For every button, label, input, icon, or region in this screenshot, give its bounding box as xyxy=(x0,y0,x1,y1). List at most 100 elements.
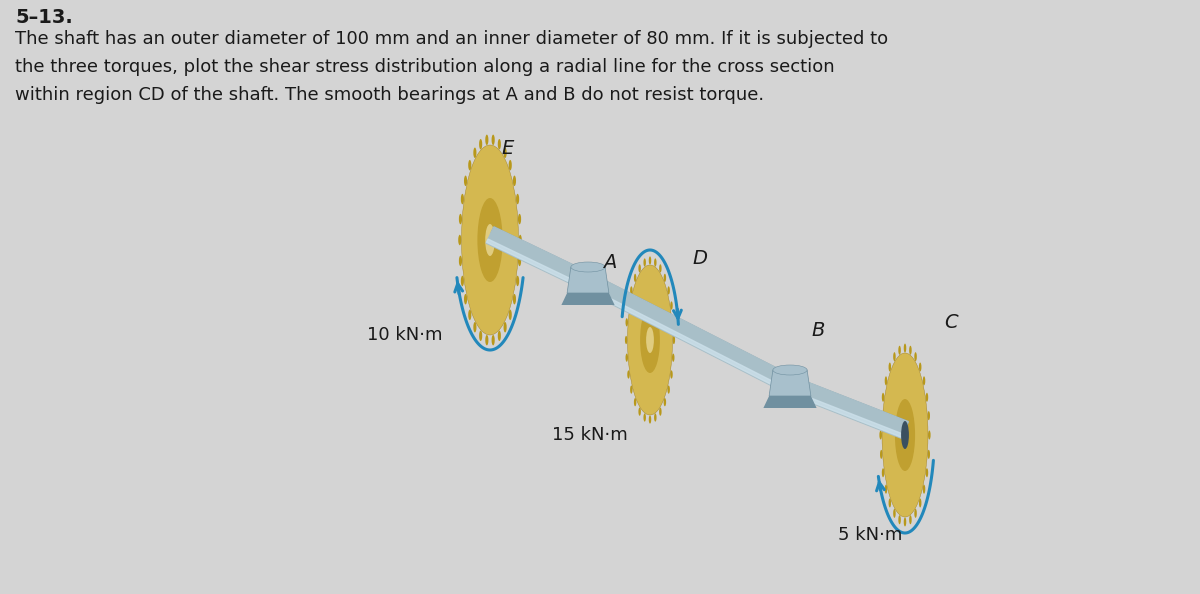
Ellipse shape xyxy=(773,365,808,375)
Ellipse shape xyxy=(512,294,516,304)
Ellipse shape xyxy=(904,517,906,526)
Ellipse shape xyxy=(925,393,928,402)
Text: C: C xyxy=(944,314,958,333)
Ellipse shape xyxy=(628,265,672,415)
Text: B: B xyxy=(811,321,824,340)
Polygon shape xyxy=(486,227,594,291)
Ellipse shape xyxy=(899,515,901,525)
Ellipse shape xyxy=(479,139,482,150)
Text: 5 kN·m: 5 kN·m xyxy=(838,526,902,544)
Ellipse shape xyxy=(928,411,930,420)
Polygon shape xyxy=(562,293,614,305)
Ellipse shape xyxy=(659,407,661,416)
Ellipse shape xyxy=(919,362,922,372)
Ellipse shape xyxy=(504,322,506,333)
Ellipse shape xyxy=(485,135,488,145)
Text: within region CD of the shaft. The smooth bearings at A and B do not resist torq: within region CD of the shaft. The smoot… xyxy=(14,86,764,104)
Ellipse shape xyxy=(462,145,518,335)
Polygon shape xyxy=(486,239,588,290)
Ellipse shape xyxy=(473,147,476,158)
Polygon shape xyxy=(787,389,904,438)
Polygon shape xyxy=(787,377,908,438)
Ellipse shape xyxy=(504,147,506,158)
Polygon shape xyxy=(592,275,794,383)
Ellipse shape xyxy=(461,194,464,204)
Text: the three torques, plot the shear stress distribution along a radial line for th: the three torques, plot the shear stress… xyxy=(14,58,835,76)
Ellipse shape xyxy=(492,335,494,345)
Ellipse shape xyxy=(671,371,673,378)
Ellipse shape xyxy=(673,336,676,344)
Ellipse shape xyxy=(893,352,895,361)
Ellipse shape xyxy=(638,264,641,273)
Ellipse shape xyxy=(571,262,605,272)
Ellipse shape xyxy=(882,353,928,517)
Ellipse shape xyxy=(630,386,632,394)
Ellipse shape xyxy=(884,485,887,494)
Ellipse shape xyxy=(634,274,636,282)
Ellipse shape xyxy=(625,336,628,344)
Ellipse shape xyxy=(509,309,511,320)
Polygon shape xyxy=(791,377,908,428)
Ellipse shape xyxy=(899,346,901,355)
Ellipse shape xyxy=(485,224,494,256)
Ellipse shape xyxy=(643,413,646,422)
Ellipse shape xyxy=(516,194,520,204)
Ellipse shape xyxy=(479,330,482,341)
Ellipse shape xyxy=(667,386,670,394)
Ellipse shape xyxy=(464,294,467,304)
Text: E: E xyxy=(502,138,514,157)
Ellipse shape xyxy=(628,301,630,309)
Ellipse shape xyxy=(923,376,925,386)
Ellipse shape xyxy=(910,346,912,355)
Ellipse shape xyxy=(464,176,467,186)
Ellipse shape xyxy=(888,362,892,372)
Ellipse shape xyxy=(928,431,931,440)
Ellipse shape xyxy=(904,343,906,353)
Ellipse shape xyxy=(461,276,464,286)
Ellipse shape xyxy=(498,330,500,341)
Ellipse shape xyxy=(928,450,930,459)
Ellipse shape xyxy=(509,160,511,170)
Text: 5–13.: 5–13. xyxy=(14,8,73,27)
Ellipse shape xyxy=(895,399,916,471)
Ellipse shape xyxy=(667,286,670,295)
Ellipse shape xyxy=(893,509,895,518)
Ellipse shape xyxy=(654,413,656,422)
Ellipse shape xyxy=(925,468,928,477)
Ellipse shape xyxy=(518,235,522,245)
Ellipse shape xyxy=(518,255,521,266)
Ellipse shape xyxy=(646,327,654,353)
Ellipse shape xyxy=(882,393,884,402)
Ellipse shape xyxy=(512,176,516,186)
Ellipse shape xyxy=(638,407,641,416)
Ellipse shape xyxy=(458,214,462,225)
Polygon shape xyxy=(491,227,594,280)
Polygon shape xyxy=(769,370,811,396)
Text: A: A xyxy=(604,254,617,273)
Ellipse shape xyxy=(880,450,882,459)
Ellipse shape xyxy=(671,301,673,309)
Ellipse shape xyxy=(659,264,661,273)
Polygon shape xyxy=(587,287,788,392)
Ellipse shape xyxy=(910,515,912,525)
Ellipse shape xyxy=(628,371,630,378)
Ellipse shape xyxy=(914,352,917,361)
Ellipse shape xyxy=(672,318,674,327)
Ellipse shape xyxy=(473,322,476,333)
Polygon shape xyxy=(568,267,608,293)
Text: 10 kN·m: 10 kN·m xyxy=(367,326,443,344)
Ellipse shape xyxy=(643,258,646,267)
Ellipse shape xyxy=(888,498,892,507)
Ellipse shape xyxy=(649,257,652,264)
Polygon shape xyxy=(763,396,817,408)
Ellipse shape xyxy=(625,318,628,327)
Ellipse shape xyxy=(919,498,922,507)
Ellipse shape xyxy=(880,431,882,440)
Ellipse shape xyxy=(458,255,462,266)
Ellipse shape xyxy=(634,398,636,406)
Ellipse shape xyxy=(516,276,520,286)
Text: The shaft has an outer diameter of 100 mm and an inner diameter of 80 mm. If it : The shaft has an outer diameter of 100 m… xyxy=(14,30,888,48)
Ellipse shape xyxy=(664,274,666,282)
Ellipse shape xyxy=(672,353,674,362)
Ellipse shape xyxy=(880,411,882,420)
